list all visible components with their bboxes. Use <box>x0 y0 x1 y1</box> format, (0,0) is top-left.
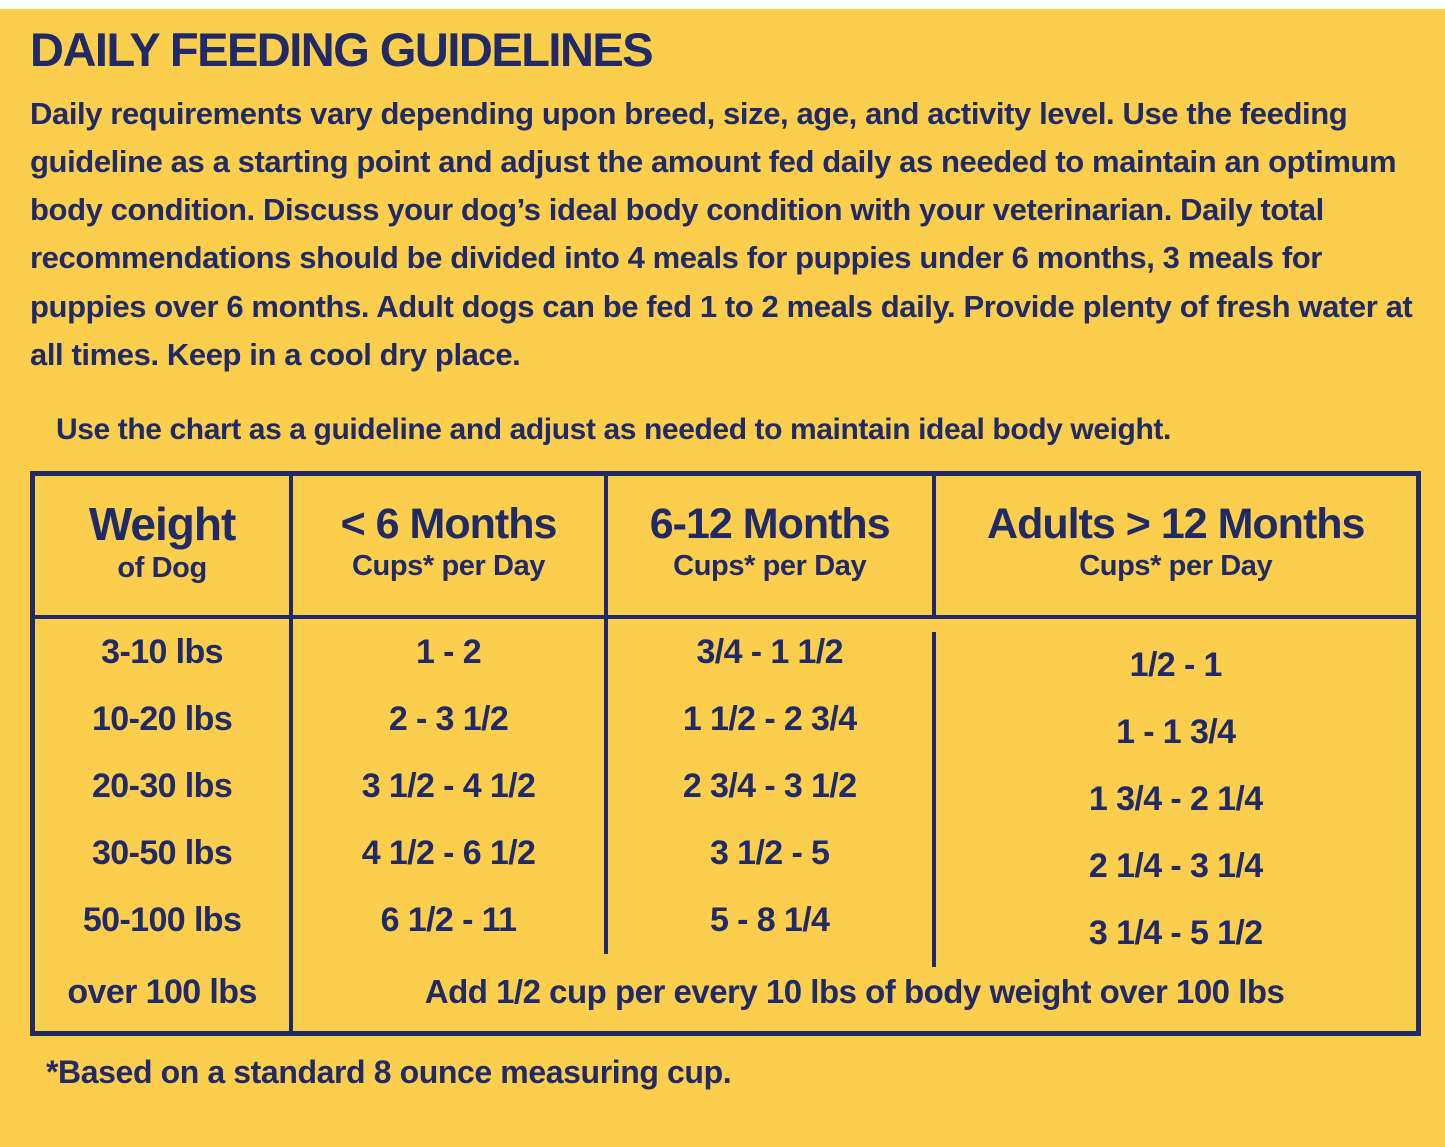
weight-cell: 3-10 lbs <box>101 632 223 671</box>
column-header-weight: Weight of Dog <box>35 476 290 619</box>
over-100-note-cell: Add 1/2 cup per every 10 lbs of body wei… <box>289 953 1416 1031</box>
column-header-title: < 6 Months <box>340 500 558 548</box>
6-12-months-cell: 2 3/4 - 3 1/2 <box>603 752 932 820</box>
weight-cell-over-100: over 100 lbs <box>67 972 257 1011</box>
adults-cell: 1 - 1 3/4 <box>931 698 1417 766</box>
intro-paragraph: Daily requirements vary depending upon b… <box>30 96 1413 372</box>
column-header-title: Adults > 12 Months <box>987 500 1365 548</box>
under-6-months-cell: 1 - 2 <box>289 618 604 686</box>
panel-content: DAILY FEEDING GUIDELINES Daily requireme… <box>0 9 1445 1091</box>
column-header-adults-over-12-months: Adults > 12 Months Cups* per Day <box>931 475 1416 619</box>
column-header-subtitle: Cups* per Day <box>673 550 867 583</box>
under-6-months-cell: 6 1/2 - 11 <box>289 886 604 954</box>
weight-cell: 20-30 lbs <box>92 766 233 805</box>
6-12-months-cell: 5 - 8 1/4 <box>603 886 932 954</box>
6-12-months-cell: 3/4 - 1 1/2 <box>603 618 932 686</box>
adults-cell: 1 3/4 - 2 1/4 <box>931 765 1417 833</box>
under-6-months-cell: 2 - 3 1/2 <box>289 685 604 753</box>
column-header-under-6-months: < 6 Months Cups* per Day <box>289 475 604 619</box>
weight-cell: 50-100 lbs <box>82 900 242 939</box>
under-6-months-cell: 4 1/2 - 6 1/2 <box>289 819 604 887</box>
adults-cell: 3 1/4 - 5 1/2 <box>931 899 1417 967</box>
measuring-cup-footnote: *Based on a standard 8 ounce measuring c… <box>46 1053 732 1090</box>
top-white-strip <box>0 0 1445 9</box>
page-title: DAILY FEEDING GUIDELINES <box>30 23 654 76</box>
adults-cell: 2 1/4 - 3 1/4 <box>931 832 1417 900</box>
column-header-title: 6-12 Months <box>649 500 891 548</box>
under-6-months-cell: 3 1/2 - 4 1/2 <box>289 752 604 820</box>
weight-cell: 10-20 lbs <box>92 699 233 738</box>
6-12-months-cell: 3 1/2 - 5 <box>603 819 932 887</box>
6-12-months-cell: 1 1/2 - 2 3/4 <box>603 685 932 753</box>
column-header-subtitle: of Dog <box>117 552 207 585</box>
feeding-guidelines-panel: DAILY FEEDING GUIDELINES Daily requireme… <box>0 0 1445 1091</box>
weight-cell: 30-50 lbs <box>92 833 233 872</box>
column-header-6-12-months: 6-12 Months Cups* per Day <box>603 475 932 619</box>
adults-cell: 1/2 - 1 <box>931 631 1417 699</box>
column-header-subtitle: Cups* per Day <box>352 550 546 583</box>
table-caption: Use the chart as a guideline and adjust … <box>56 412 1171 446</box>
column-header-title: Weight <box>88 498 236 551</box>
column-header-subtitle: Cups* per Day <box>1079 550 1273 583</box>
feeding-table: Weight of Dog < 6 Months Cups* per Day 6… <box>30 470 1421 1036</box>
